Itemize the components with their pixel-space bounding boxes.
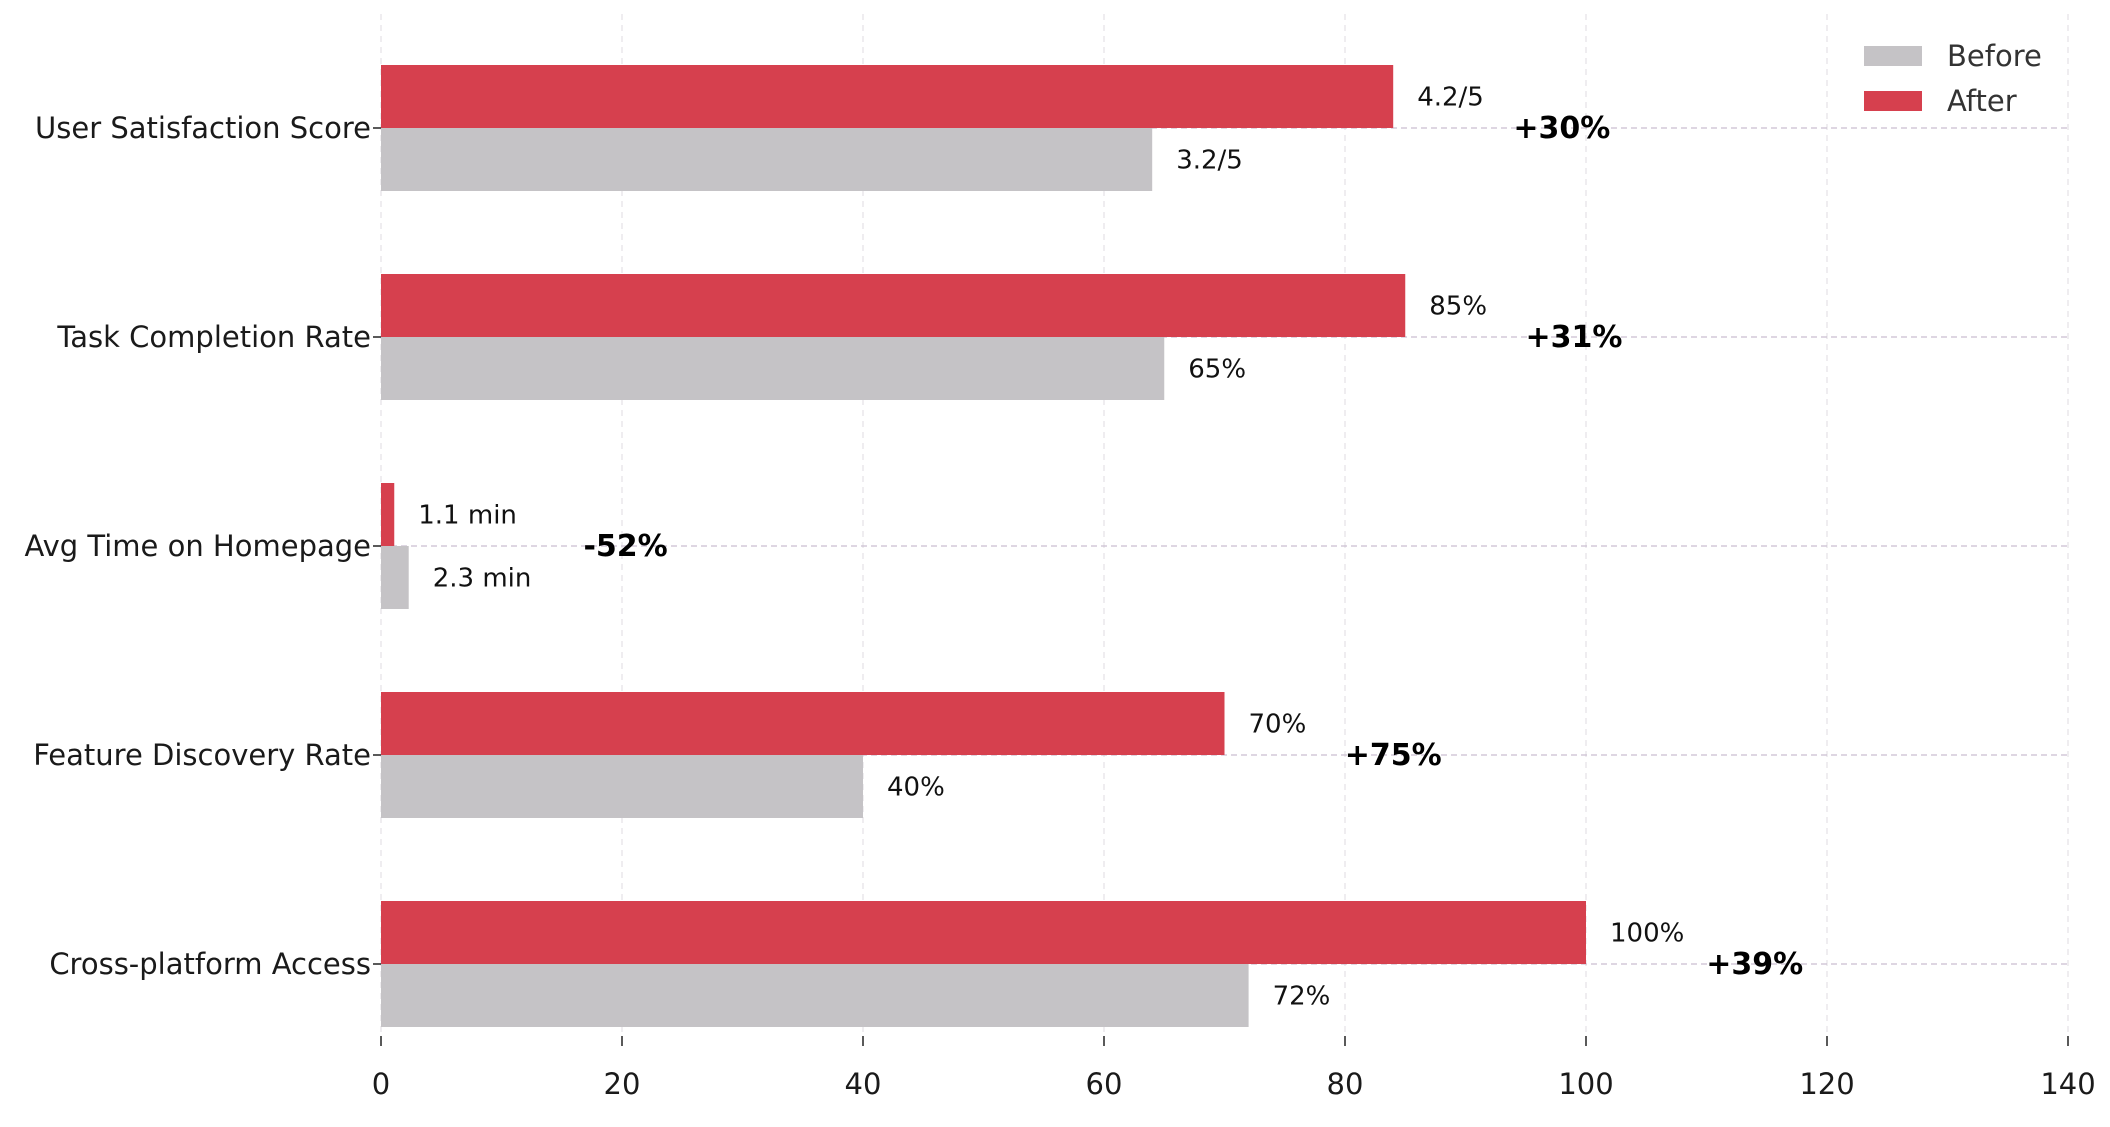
bar-before xyxy=(381,128,1153,191)
legend: Before After xyxy=(1864,39,2042,118)
bar-after xyxy=(381,483,395,546)
value-label-before: 40% xyxy=(887,773,945,803)
legend-swatch xyxy=(1864,46,1922,66)
value-label-before: 72% xyxy=(1273,982,1331,1012)
value-label-before: 2.3 min xyxy=(433,564,532,594)
category-labels: User Satisfaction Score Task Completion R… xyxy=(24,111,381,981)
value-label-before: 65% xyxy=(1188,355,1246,385)
bar-after xyxy=(381,692,1225,755)
change-label: +39% xyxy=(1706,947,1803,982)
legend-label: After xyxy=(1947,84,2017,118)
change-label: +31% xyxy=(1525,320,1622,355)
change-label: +75% xyxy=(1345,738,1442,773)
bar-before xyxy=(381,337,1165,400)
value-label-before: 3.2/5 xyxy=(1176,146,1243,176)
change-labels: +30% +31% -52% +75% +39% xyxy=(583,111,1803,982)
bar-before xyxy=(381,964,1249,1027)
bar-after xyxy=(381,65,1394,128)
change-label: -52% xyxy=(583,529,667,564)
x-tick-label: 20 xyxy=(604,1067,641,1101)
value-label-after: 1.1 min xyxy=(418,501,517,531)
bar-after xyxy=(381,901,1586,964)
value-label-after: 70% xyxy=(1249,710,1307,740)
x-tick-label: 40 xyxy=(845,1067,882,1101)
value-label-after: 4.2/5 xyxy=(1417,83,1484,113)
bars xyxy=(381,65,1586,1027)
x-tick-label: 0 xyxy=(372,1067,390,1101)
value-label-after: 100% xyxy=(1610,919,1684,949)
category-label: Cross-platform Access xyxy=(49,947,371,981)
bar-after xyxy=(381,274,1406,337)
x-tick-label: 120 xyxy=(1799,1067,1854,1101)
bar-before xyxy=(381,755,863,818)
legend-swatch xyxy=(1864,91,1922,111)
category-label: Feature Discovery Rate xyxy=(33,738,371,772)
category-label: Avg Time on Homepage xyxy=(24,529,371,563)
value-label-after: 85% xyxy=(1429,292,1487,322)
change-label: +30% xyxy=(1513,111,1610,146)
x-tick-label: 140 xyxy=(2040,1067,2095,1101)
category-label: User Satisfaction Score xyxy=(35,111,371,145)
x-tick-label: 100 xyxy=(1558,1067,1613,1101)
value-labels: 4.2/5 3.2/5 85% 65% 1.1 min 2.3 min 70% 40% 100%… xyxy=(418,83,1684,1012)
legend-label: Before xyxy=(1947,39,2042,73)
category-label: Task Completion Rate xyxy=(56,320,371,354)
bar-before xyxy=(381,546,409,609)
x-axis: 0 20 40 60 80 100 120 140 xyxy=(372,1036,2096,1101)
x-tick-label: 60 xyxy=(1086,1067,1123,1101)
x-tick-label: 80 xyxy=(1327,1067,1364,1101)
